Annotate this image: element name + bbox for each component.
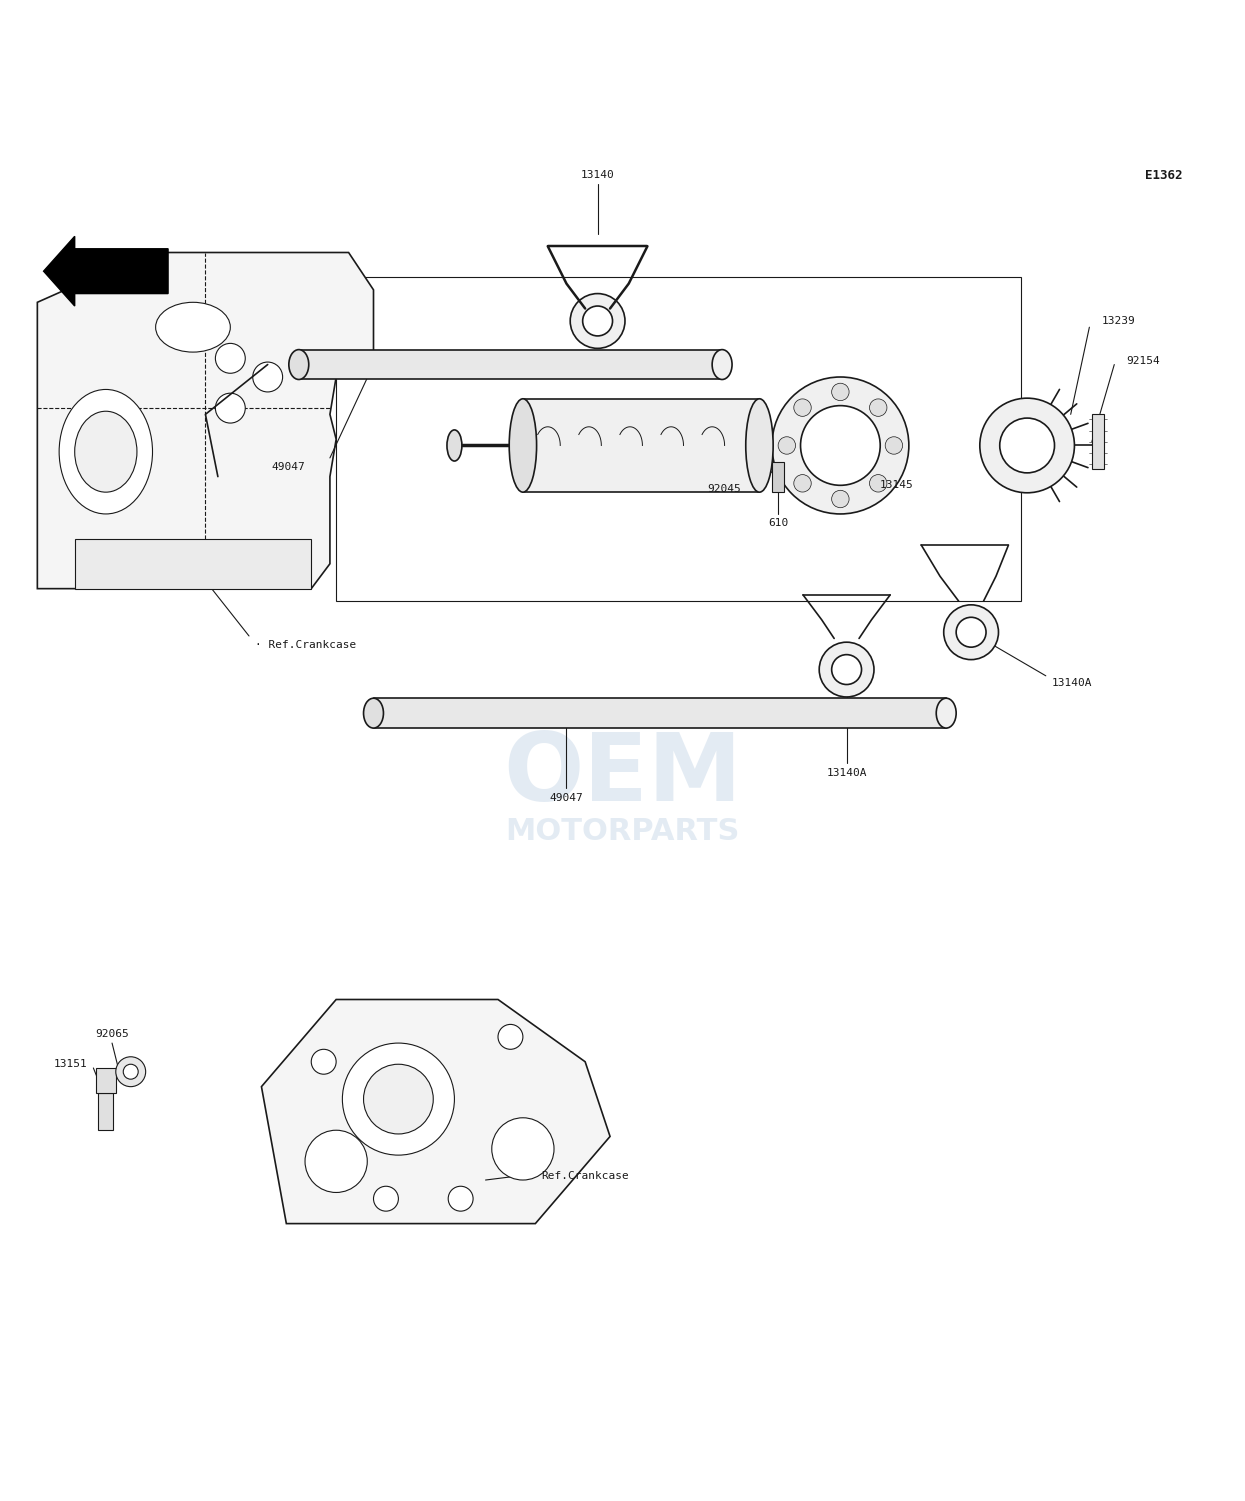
Circle shape [885, 437, 903, 455]
Text: FRONT: FRONT [105, 266, 137, 276]
Circle shape [448, 1186, 473, 1211]
Circle shape [116, 1057, 146, 1087]
Ellipse shape [60, 389, 152, 513]
Text: 13151: 13151 [54, 1060, 87, 1069]
Circle shape [778, 437, 796, 455]
Ellipse shape [156, 302, 230, 353]
Polygon shape [44, 236, 168, 306]
Circle shape [944, 605, 998, 659]
Circle shape [498, 1024, 523, 1049]
Text: MOTORPARTS: MOTORPARTS [505, 817, 740, 847]
Circle shape [215, 344, 245, 374]
Text: 92065: 92065 [95, 1030, 129, 1039]
Circle shape [956, 617, 986, 647]
Text: OEM: OEM [503, 729, 742, 821]
Circle shape [492, 1118, 554, 1180]
Ellipse shape [364, 698, 383, 728]
Circle shape [374, 1186, 398, 1211]
Bar [772, 462, 784, 491]
Ellipse shape [509, 399, 537, 492]
Circle shape [215, 393, 245, 423]
Text: 13145: 13145 [879, 480, 914, 491]
Ellipse shape [936, 698, 956, 728]
Circle shape [772, 377, 909, 513]
Circle shape [869, 399, 886, 416]
Bar [374, 698, 946, 728]
Text: · Ref.Crankcase: · Ref.Crankcase [255, 639, 356, 650]
Circle shape [123, 1064, 138, 1079]
Circle shape [832, 383, 849, 401]
Circle shape [364, 1064, 433, 1133]
Ellipse shape [746, 399, 773, 492]
Circle shape [253, 362, 283, 392]
Bar [1092, 414, 1104, 470]
Polygon shape [75, 539, 311, 588]
Polygon shape [261, 1000, 610, 1223]
Text: 49047: 49047 [271, 462, 305, 471]
Circle shape [583, 306, 613, 336]
Circle shape [832, 654, 862, 684]
Circle shape [570, 294, 625, 348]
Text: 13239: 13239 [1102, 317, 1135, 326]
Circle shape [305, 1130, 367, 1192]
Circle shape [869, 474, 886, 492]
Circle shape [801, 405, 880, 485]
Text: 13140: 13140 [580, 170, 615, 180]
Text: E1362: E1362 [1145, 168, 1183, 182]
Circle shape [980, 398, 1074, 492]
Ellipse shape [712, 350, 732, 380]
Polygon shape [37, 252, 374, 588]
Circle shape [819, 642, 874, 696]
Ellipse shape [289, 350, 309, 380]
Bar [96, 1069, 116, 1093]
Circle shape [794, 399, 812, 416]
Text: 92154: 92154 [1127, 356, 1160, 366]
Circle shape [311, 1049, 336, 1075]
Ellipse shape [75, 411, 137, 492]
Circle shape [832, 491, 849, 507]
Circle shape [342, 1043, 454, 1156]
Ellipse shape [447, 429, 462, 461]
Circle shape [1000, 419, 1055, 473]
Text: 13140A: 13140A [1052, 678, 1093, 689]
Bar [98, 1093, 113, 1130]
Bar [523, 399, 759, 492]
Text: Ref.Crankcase: Ref.Crankcase [542, 1171, 629, 1181]
Text: 49047: 49047 [549, 793, 584, 803]
Text: 13140A: 13140A [827, 769, 867, 778]
Circle shape [794, 474, 812, 492]
Text: 92045: 92045 [707, 483, 741, 494]
Text: 610: 610 [768, 518, 788, 528]
Bar [299, 350, 722, 380]
